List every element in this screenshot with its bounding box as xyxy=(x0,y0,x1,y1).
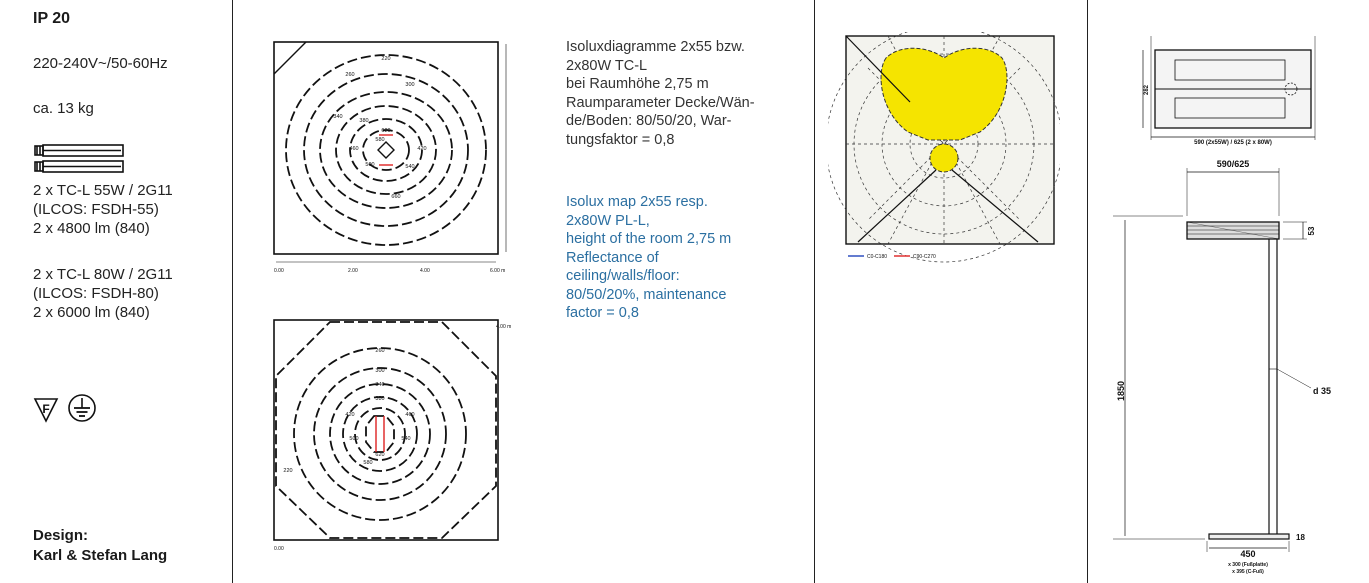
total-height: 1850 xyxy=(1116,381,1126,401)
top-view-depth: 282 xyxy=(1144,84,1150,95)
map1-contour-label-380: 380 xyxy=(359,118,368,124)
english-line: ceiling/walls/floor: xyxy=(566,267,801,286)
map1-axis-6: 6.00 m xyxy=(490,268,505,274)
map1-contour-label-300: 300 xyxy=(405,82,414,88)
divider-2 xyxy=(814,0,815,583)
german-line: bei Raumhöhe 2,75 m xyxy=(566,75,801,94)
english-line: 80/50/20%, maintenance xyxy=(566,286,801,305)
map2-contour-label-540: 540 xyxy=(401,436,410,442)
spec-column: IP 20 220-240V~/50-60Hz ca. 13 kg 2 x TC… xyxy=(33,0,233,583)
base-note-c-foot: x 395 (C-Fuß) xyxy=(1232,569,1264,575)
svg-text:F: F xyxy=(42,402,49,416)
designer-name: Karl & Stefan Lang xyxy=(33,546,167,566)
head-height: 53 xyxy=(1307,226,1316,235)
english-line: factor = 0,8 xyxy=(566,304,801,323)
map1-contour-label-220: 220 xyxy=(381,56,390,62)
map2-contour-label-340: 340 xyxy=(375,382,384,388)
pole-diameter: d 35 xyxy=(1313,386,1331,396)
map1-contour-label-580: 580 xyxy=(375,137,384,143)
map2-contour-label-580: 580 xyxy=(363,460,372,466)
map1-contour-label-620: 620 xyxy=(381,128,390,134)
map2-contour-label-380: 380 xyxy=(375,396,384,402)
english-line: Reflectance of xyxy=(566,249,801,268)
map1-contour-label-420: 420 xyxy=(417,146,426,152)
polar-legend-c0: C0-C180 xyxy=(867,254,887,260)
english-line: height of the room 2,75 m xyxy=(566,230,801,249)
top-view-width: 590 (2x55W) / 625 (2 x 80W) xyxy=(1194,140,1272,146)
map2-contour-label-220: 220 xyxy=(283,468,292,474)
map2-axis-0: 0.00 xyxy=(274,546,284,552)
map2-contour-label-260: 260 xyxy=(375,348,384,354)
map2-contour-label-620: 620 xyxy=(375,452,384,458)
ip-rating: IP 20 xyxy=(33,10,70,28)
map2-contour-label-300: 300 xyxy=(375,368,384,374)
map1-contour-label-260: 260 xyxy=(345,72,354,78)
polar-diagram: C0-C180 C90-C270 xyxy=(828,32,1060,264)
lamp-set-2-line-1: 2 x TC-L 80W / 2G11 xyxy=(33,265,173,284)
lamp-set-1-line-2: (ILCOS: FSDH-55) xyxy=(33,200,159,219)
base-note-plate: x 300 (Fußplatte) xyxy=(1228,562,1268,568)
map1-contour-label-500: 500 xyxy=(365,162,374,168)
voltage: 220-240V~/50-60Hz xyxy=(33,54,168,73)
map1-axis-2: 2.00 xyxy=(348,268,358,274)
english-line: 2x80W PL-L, xyxy=(566,212,801,231)
isolux-map-2: 220 260 300 340 380 420 460 500 540 580 … xyxy=(270,316,525,556)
map1-axis-4: 4.00 xyxy=(420,268,430,274)
isolux-description-english: Isolux map 2x55 resp. 2x80W PL-L, height… xyxy=(566,193,801,323)
lamp-set-2-line-2: (ILCOS: FSDH-80) xyxy=(33,284,159,303)
lamp-set-1-line-3: 2 x 4800 lm (840) xyxy=(33,219,150,238)
lamp-icon xyxy=(33,143,125,175)
head-width: 590/625 xyxy=(1217,159,1250,169)
f-mark-icon: F xyxy=(33,396,59,424)
design-label: Design: xyxy=(33,526,88,546)
map1-contour-label-540: 540 xyxy=(405,164,414,170)
weight: ca. 13 kg xyxy=(33,99,94,118)
technical-drawing: 282 590 (2x55W) / 625 (2 x 80W) 590/625 … xyxy=(1095,36,1363,581)
lamp-set-2-line-3: 2 x 6000 lm (840) xyxy=(33,303,150,322)
map2-contour-label-460: 460 xyxy=(405,412,414,418)
map2-contour-label-500: 500 xyxy=(349,436,358,442)
lamp-set-1-line-1: 2 x TC-L 55W / 2G11 xyxy=(33,181,173,200)
map1-axis-0: 0.00 xyxy=(274,268,284,274)
english-line: Isolux map 2x55 resp. xyxy=(566,193,801,212)
map1-contour-label-460: 460 xyxy=(349,146,358,152)
isolux-map-1: 220 260 300 340 380 420 460 500 540 580 … xyxy=(270,38,525,278)
isolux-description-german: Isoluxdiagramme 2x55 bzw. 2x80W TC-L bei… xyxy=(566,38,801,149)
german-line: Raumparameter Decke/Wän- xyxy=(566,94,801,113)
german-line: de/Boden: 80/50/20, War- xyxy=(566,112,801,131)
base-thickness: 18 xyxy=(1296,533,1305,542)
map2-axis-4: 4.00 m xyxy=(496,324,511,330)
german-line: tungsfaktor = 0,8 xyxy=(566,131,801,150)
map1-contour-label-340: 340 xyxy=(333,114,342,120)
german-line: 2x80W TC-L xyxy=(566,57,801,76)
base-width: 450 xyxy=(1240,549,1255,559)
earth-ground-icon xyxy=(67,393,97,423)
divider-3 xyxy=(1087,0,1088,583)
polar-legend-c90: C90-C270 xyxy=(913,254,936,260)
map2-contour-label-420: 420 xyxy=(345,412,354,418)
map1-contour-label-660: 660 xyxy=(391,194,400,200)
german-line: Isoluxdiagramme 2x55 bzw. xyxy=(566,38,801,57)
